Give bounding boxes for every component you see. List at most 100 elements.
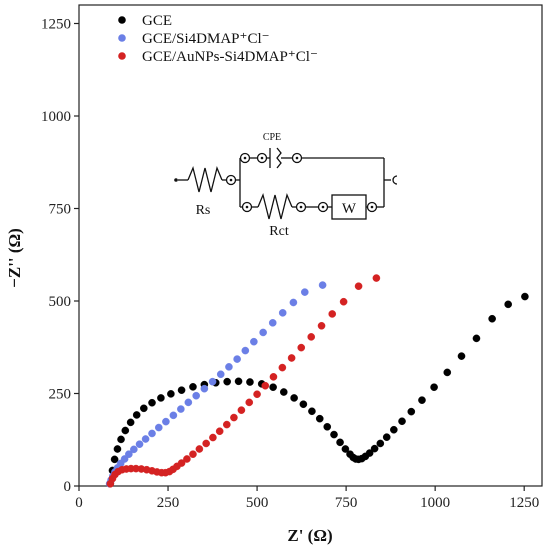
data-point: [328, 310, 337, 318]
data-point: [307, 333, 316, 341]
series-layer: [105, 274, 529, 488]
legend-label: GCE: [142, 13, 172, 29]
data-point: [177, 386, 186, 394]
data-point: [148, 429, 156, 438]
data-point: [169, 411, 178, 420]
legend-label: GCE/Si4DMAP⁺Cl⁻: [142, 31, 270, 47]
data-point: [317, 321, 326, 330]
data-point: [225, 363, 233, 371]
data-point: [370, 444, 379, 453]
data-point: [341, 445, 350, 453]
data-point: [183, 455, 191, 463]
data-point: [184, 398, 193, 407]
data-point: [323, 422, 332, 431]
data-point: [253, 390, 261, 399]
data-point: [246, 378, 254, 386]
data-point: [245, 398, 254, 407]
data-point: [457, 352, 466, 360]
rs-label: Rs: [196, 203, 211, 218]
data-point: [259, 328, 267, 337]
data-point: [117, 435, 125, 444]
data-point: [223, 420, 231, 429]
data-point: [289, 298, 298, 307]
data-point: [279, 388, 288, 396]
data-point: [230, 413, 238, 422]
data-point: [330, 430, 338, 439]
data-point: [202, 439, 210, 448]
y-tick-label: 1000: [41, 109, 71, 125]
circuit-output-terminal: [392, 175, 398, 185]
data-point: [278, 309, 287, 317]
circuit-input-terminal: [174, 178, 178, 182]
data-point: [200, 384, 209, 393]
data-point: [290, 394, 298, 402]
y-axis-title: −Z'' (Ω): [5, 228, 24, 288]
data-point: [223, 377, 231, 386]
rs-resistor: [187, 165, 223, 193]
data-point: [216, 370, 225, 379]
data-point: [472, 334, 481, 343]
legend-label: GCE/AuNPs-Si4DMAP⁺Cl⁻: [142, 49, 318, 65]
y-tick-label: 1250: [41, 17, 71, 33]
data-point: [208, 377, 217, 386]
data-point: [120, 455, 129, 463]
data-point: [167, 390, 175, 398]
data-point: [126, 418, 135, 427]
data-point: [237, 406, 246, 414]
data-point: [233, 355, 241, 363]
data-point: [135, 440, 144, 448]
data-point: [177, 405, 185, 413]
data-point: [154, 423, 163, 432]
x-tick-label: 750: [335, 495, 358, 511]
data-point: [521, 292, 529, 301]
axis-ticks: 0 250 500 750 1000 1250 0 250 500 750 1000 1250: [41, 17, 539, 512]
data-point: [268, 319, 277, 327]
x-tick-label: 500: [246, 495, 269, 511]
data-point: [250, 337, 258, 346]
rct-resistor: [257, 192, 293, 220]
y-tick-label: 750: [49, 202, 72, 218]
data-point: [195, 445, 204, 453]
data-point: [318, 281, 327, 289]
data-point: [354, 282, 363, 291]
warburg-label: W: [342, 201, 357, 217]
data-point: [189, 450, 197, 458]
data-point: [121, 426, 130, 435]
data-point: [140, 404, 148, 413]
data-point: [398, 417, 406, 426]
equivalent-circuit-inset: [174, 147, 398, 220]
data-point: [141, 435, 150, 443]
y-tick-label: 0: [64, 479, 72, 495]
x-tick-label: 0: [75, 495, 83, 511]
data-point: [148, 398, 156, 407]
data-point: [241, 346, 250, 355]
data-point: [390, 425, 398, 434]
cpe-label: CPE: [263, 132, 281, 143]
data-point: [192, 391, 200, 400]
data-point: [209, 433, 217, 442]
data-point: [301, 288, 309, 296]
data-point: [372, 274, 381, 282]
legend: GCE GCE/Si4DMAP⁺Cl⁻ GCE/AuNPs-Si4DMAP⁺Cl⁻: [118, 13, 318, 65]
data-point: [407, 407, 416, 416]
data-point: [297, 343, 306, 352]
data-point: [299, 400, 308, 409]
series-3: [106, 274, 381, 488]
data-point: [269, 383, 277, 392]
data-point: [308, 407, 316, 416]
data-point: [189, 383, 197, 391]
data-point: [261, 381, 270, 390]
data-point: [443, 368, 452, 377]
data-point: [504, 300, 512, 309]
cpe-plate-right: [276, 147, 282, 169]
data-point: [125, 450, 133, 458]
y-tick-label: 250: [49, 387, 72, 403]
data-point: [215, 427, 224, 436]
data-point: [113, 445, 122, 453]
legend-marker: [118, 16, 126, 24]
data-point: [336, 438, 344, 447]
data-point: [430, 383, 438, 392]
data-point: [130, 445, 138, 454]
data-point: [488, 314, 496, 323]
